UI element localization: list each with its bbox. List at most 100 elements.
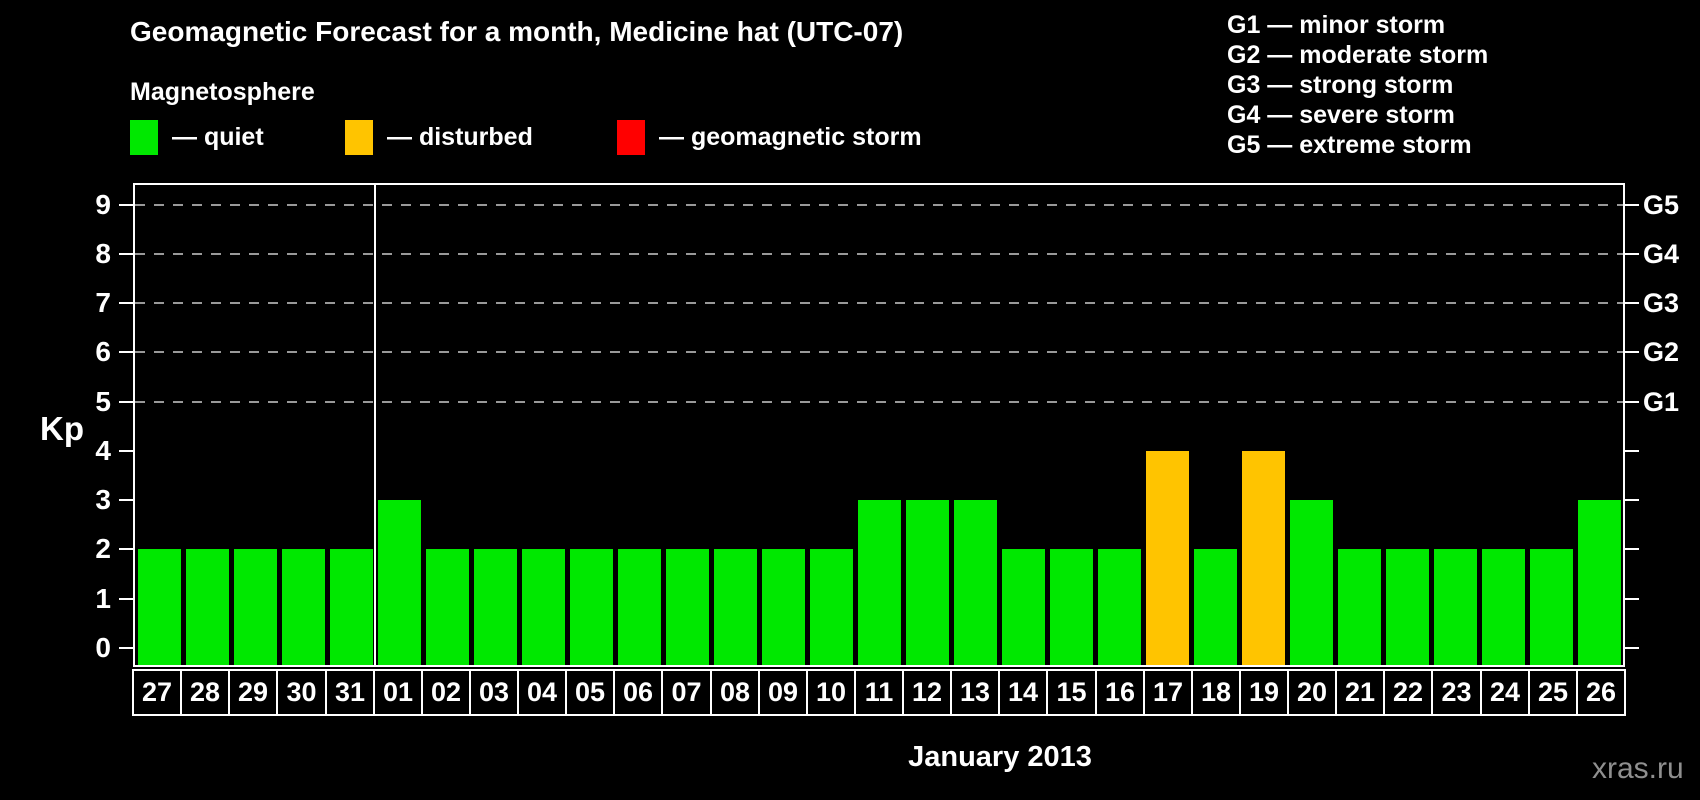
left-tick-kp1 [119, 597, 133, 600]
legend-item-storm: — geomagnetic storm [617, 119, 922, 155]
disturbed-label: — disturbed [387, 122, 533, 151]
day-label-08: 08 [710, 669, 760, 716]
gridline-kp5 [135, 400, 1623, 403]
day-label-13: 13 [950, 669, 1000, 716]
storm-scale-item-g1: G1 — minor storm [1227, 11, 1446, 39]
day-label-31: 31 [325, 669, 375, 716]
chart-title: Geomagnetic Forecast for a month, Medici… [130, 16, 904, 47]
right-tick-kp4 [1625, 449, 1639, 452]
left-tick-kp5 [119, 400, 133, 403]
right-axis-label-g3: G3 [1643, 288, 1680, 319]
day-label-10: 10 [806, 669, 856, 716]
day-label-30: 30 [276, 669, 327, 716]
kp-bar-day-08 [713, 549, 757, 665]
x-axis-month-label: January 2013 [908, 741, 1092, 773]
day-label-18: 18 [1191, 669, 1241, 716]
kp-bar-day-27 [137, 549, 181, 665]
kp-bar-day-11 [857, 500, 901, 665]
kp-bar-day-21 [1337, 549, 1381, 665]
right-tick-kp5 [1625, 400, 1639, 403]
gridline-kp7 [135, 302, 1623, 305]
storm-swatch [617, 119, 645, 155]
left-tick-kp8 [119, 252, 133, 255]
left-tick-kp6 [119, 351, 133, 354]
left-tick-kp7 [119, 302, 133, 305]
kp-bar-day-03 [473, 549, 517, 665]
y-tick-label-4: 4 [95, 434, 111, 466]
kp-bar-day-24 [1481, 549, 1525, 665]
gridline-kp6 [135, 351, 1623, 354]
storm-scale-item-g5: G5 — extreme storm [1227, 131, 1472, 159]
storm-scale-item-g2: G2 — moderate storm [1227, 41, 1489, 69]
day-label-29: 29 [228, 669, 278, 716]
day-label-26: 26 [1576, 669, 1626, 716]
y-tick-label-0: 0 [95, 631, 111, 663]
plot-area: 0 1 2 3 4 5 6 7 8 9 G1 G2 G3 G4 G5 [95, 183, 1679, 667]
gridline-kp9 [135, 203, 1623, 206]
day-label-27: 27 [132, 669, 182, 716]
y-tick-label-1: 1 [95, 582, 111, 614]
x-axis-day-labels: 27 28 29 30 31 01 02 03 04 05 06 07 08 09 10 11 12 13 14 15… [132, 669, 1626, 716]
left-tick-kp9 [119, 203, 133, 206]
kp-bar-day-17 [1145, 450, 1189, 665]
right-tick-kp6 [1625, 351, 1639, 354]
day-label-04: 04 [517, 669, 567, 716]
storm-scale-item-g3: G3 — strong storm [1227, 71, 1454, 99]
day-label-09: 09 [758, 669, 808, 716]
kp-bar-day-06 [617, 549, 661, 665]
watermark: xras.ru [1592, 752, 1684, 785]
y-tick-label-8: 8 [95, 237, 111, 269]
gridline-kp8 [135, 252, 1623, 255]
kp-bar-day-30 [281, 549, 325, 665]
kp-bar-day-13 [953, 500, 997, 665]
kp-bar-day-09 [761, 549, 805, 665]
quiet-swatch [130, 119, 158, 155]
y-tick-label-5: 5 [95, 385, 111, 417]
storm-scale-item-g4: G4 — severe storm [1227, 101, 1455, 129]
kp-bar-day-19 [1241, 450, 1285, 665]
day-label-23: 23 [1431, 669, 1482, 716]
storm-label: — geomagnetic storm [659, 122, 922, 151]
day-label-20: 20 [1287, 669, 1337, 716]
y-tick-label-9: 9 [95, 188, 111, 220]
day-label-12: 12 [902, 669, 952, 716]
disturbed-swatch [345, 119, 373, 155]
kp-bar-day-28 [185, 549, 229, 665]
left-tick-kp0 [119, 646, 133, 649]
y-tick-label-7: 7 [95, 287, 111, 319]
right-tick-kp2 [1625, 548, 1639, 551]
day-label-15: 15 [1046, 669, 1097, 716]
kp-bar-day-23 [1433, 549, 1477, 665]
kp-bar-day-26 [1577, 500, 1621, 665]
kp-bar-day-10 [809, 549, 853, 665]
day-label-28: 28 [180, 669, 230, 716]
day-label-02: 02 [421, 669, 471, 716]
right-axis-label-g4: G4 [1643, 238, 1680, 269]
y-tick-label-3: 3 [95, 484, 111, 516]
day-label-06: 06 [613, 669, 663, 716]
kp-bar-day-22 [1385, 549, 1429, 665]
right-axis-label-g1: G1 [1643, 386, 1680, 417]
day-label-22: 22 [1383, 669, 1433, 716]
day-label-03: 03 [469, 669, 519, 716]
kp-bar-day-15 [1049, 549, 1093, 665]
kp-bar-day-29 [233, 549, 277, 665]
day-label-01: 01 [373, 669, 423, 716]
day-label-16: 16 [1095, 669, 1145, 716]
day-label-19: 19 [1239, 669, 1289, 716]
day-label-14: 14 [998, 669, 1048, 716]
kp-bar-day-05 [569, 549, 613, 665]
kp-bar-day-12 [905, 500, 949, 665]
day-label-24: 24 [1480, 669, 1530, 716]
right-tick-kp0 [1625, 646, 1639, 649]
kp-bar-day-31 [329, 549, 373, 665]
legend-heading: Magnetosphere [130, 78, 315, 106]
legend-item-quiet: — quiet [130, 119, 264, 155]
y-tick-label-6: 6 [95, 336, 111, 368]
legend-item-disturbed: — disturbed [345, 119, 533, 155]
right-axis-label-g2: G2 [1643, 337, 1680, 368]
day-label-07: 07 [661, 669, 712, 716]
left-tick-kp2 [119, 548, 133, 551]
quiet-label: — quiet [172, 122, 264, 151]
